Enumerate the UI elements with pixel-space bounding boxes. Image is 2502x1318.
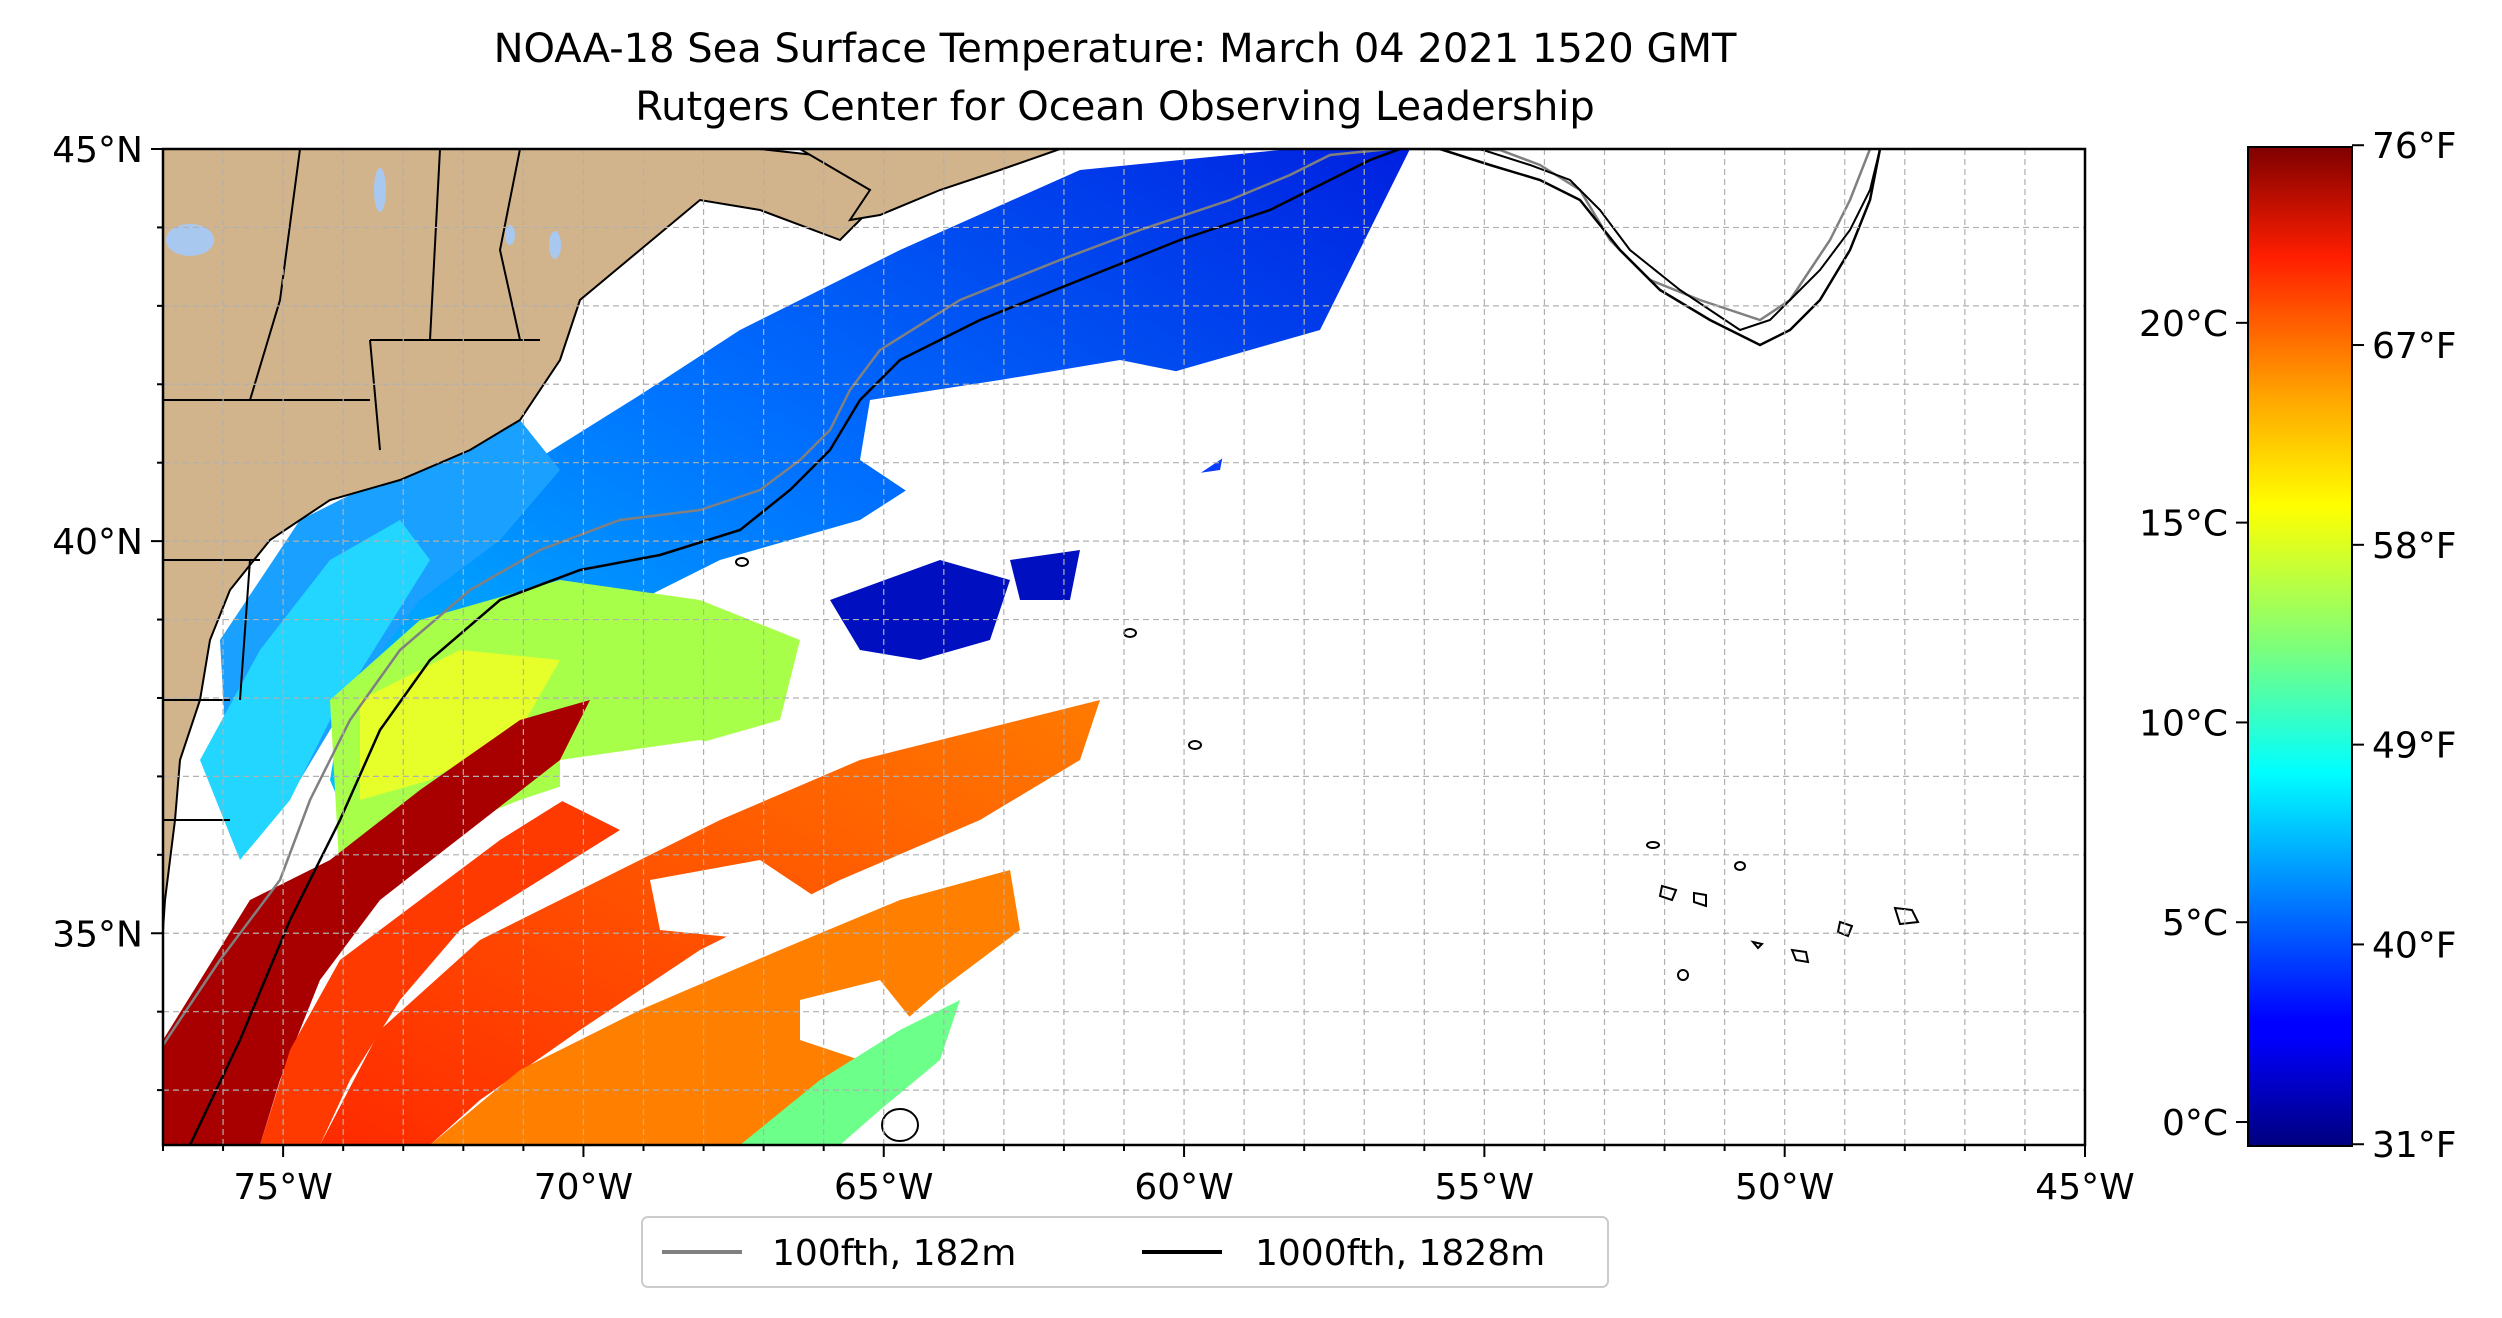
- lakes: [166, 168, 561, 259]
- sst-cloud-2: [560, 740, 780, 830]
- sst-cloud-3: [650, 860, 820, 940]
- isobath-100fth: [163, 149, 1872, 1046]
- y-axis: 45°N 40°N 35°N: [52, 130, 163, 1092]
- legend: 100fth, 182m 1000fth, 1828m: [641, 1216, 1609, 1288]
- sst-south-green: [740, 1000, 960, 1145]
- y-tick-label: 40°N: [52, 522, 143, 563]
- x-tick-label: 75°W: [233, 1167, 332, 1208]
- sst-offshore-blue-1: [830, 560, 1010, 660]
- title-line2: Rutgers Center for Ocean Observing Leade…: [635, 84, 1595, 130]
- sst-gulfstream-core: [163, 700, 590, 1145]
- colorbar-ramp: [2247, 146, 2353, 1147]
- colorbar: 0°C 5°C 10°C 15°C 20°C 31°F 40°F 49°F 58°F 67°F 7…: [2139, 126, 2456, 1166]
- colorbar-c-label: 10°C: [2139, 703, 2228, 744]
- colorbar-f-label: 31°F: [2372, 1125, 2457, 1166]
- sst-gulfstream-red: [260, 760, 640, 1145]
- sst-sargasso-orange-2: [430, 870, 1020, 1145]
- sst-nearshore-cyan: [200, 520, 430, 860]
- x-tick-label: 50°W: [1735, 1167, 1834, 1208]
- x-tick-label: 45°W: [2035, 1167, 2134, 1208]
- colorbar-c-label: 5°C: [2162, 903, 2228, 944]
- y-tick-label: 35°N: [52, 914, 143, 955]
- colorbar-f-label: 67°F: [2372, 326, 2457, 367]
- colorbar-f-label: 58°F: [2372, 526, 2457, 567]
- colorbar-f-label: 49°F: [2372, 726, 2457, 767]
- x-tick-label: 65°W: [834, 1167, 933, 1208]
- colorbar-c-label: 20°C: [2139, 304, 2228, 345]
- title-line1: NOAA-18 Sea Surface Temperature: March 0…: [494, 26, 1737, 72]
- state-borders: [163, 149, 540, 821]
- sst-field: [163, 149, 1410, 1145]
- legend-label-100fth: 100fth, 182m: [772, 1233, 1016, 1274]
- legend-label-1000fth: 1000fth, 1828m: [1255, 1233, 1545, 1274]
- land-north-america: [163, 149, 882, 931]
- y-tick-label: 45°N: [52, 130, 143, 171]
- x-tick-label: 55°W: [1435, 1167, 1534, 1208]
- colorbar-fahrenheit-ticks: 31°F 40°F 49°F 58°F 67°F 76°F: [2352, 126, 2457, 1166]
- colorbar-celsius-ticks: 0°C 5°C 10°C 15°C 20°C: [2139, 304, 2248, 1144]
- colorbar-c-label: 15°C: [2139, 504, 2228, 545]
- sst-cloud-1: [860, 360, 1250, 520]
- map-panel: [163, 149, 2085, 1145]
- sst-offshore-blue-2: [1010, 550, 1080, 600]
- colorbar-f-label: 40°F: [2372, 925, 2457, 966]
- x-axis: 75°W 70°W 65°W 60°W 55°W 50°W 45°W: [162, 1145, 2135, 1208]
- islands: [735, 557, 1920, 1142]
- land-nova-scotia: [798, 149, 1061, 222]
- land-newfoundland-coast: [1479, 149, 1881, 332]
- sst-shelf-cold: [330, 149, 1410, 850]
- gridlines: [163, 149, 2085, 1145]
- x-tick-label: 70°W: [534, 1167, 633, 1208]
- legend-box: [641, 1216, 1609, 1288]
- colorbar-f-label: 76°F: [2372, 126, 2457, 167]
- colorbar-c-label: 0°C: [2162, 1103, 2228, 1144]
- isobath-1000fth: [188, 149, 1882, 1145]
- x-tick-label: 60°W: [1134, 1167, 1233, 1208]
